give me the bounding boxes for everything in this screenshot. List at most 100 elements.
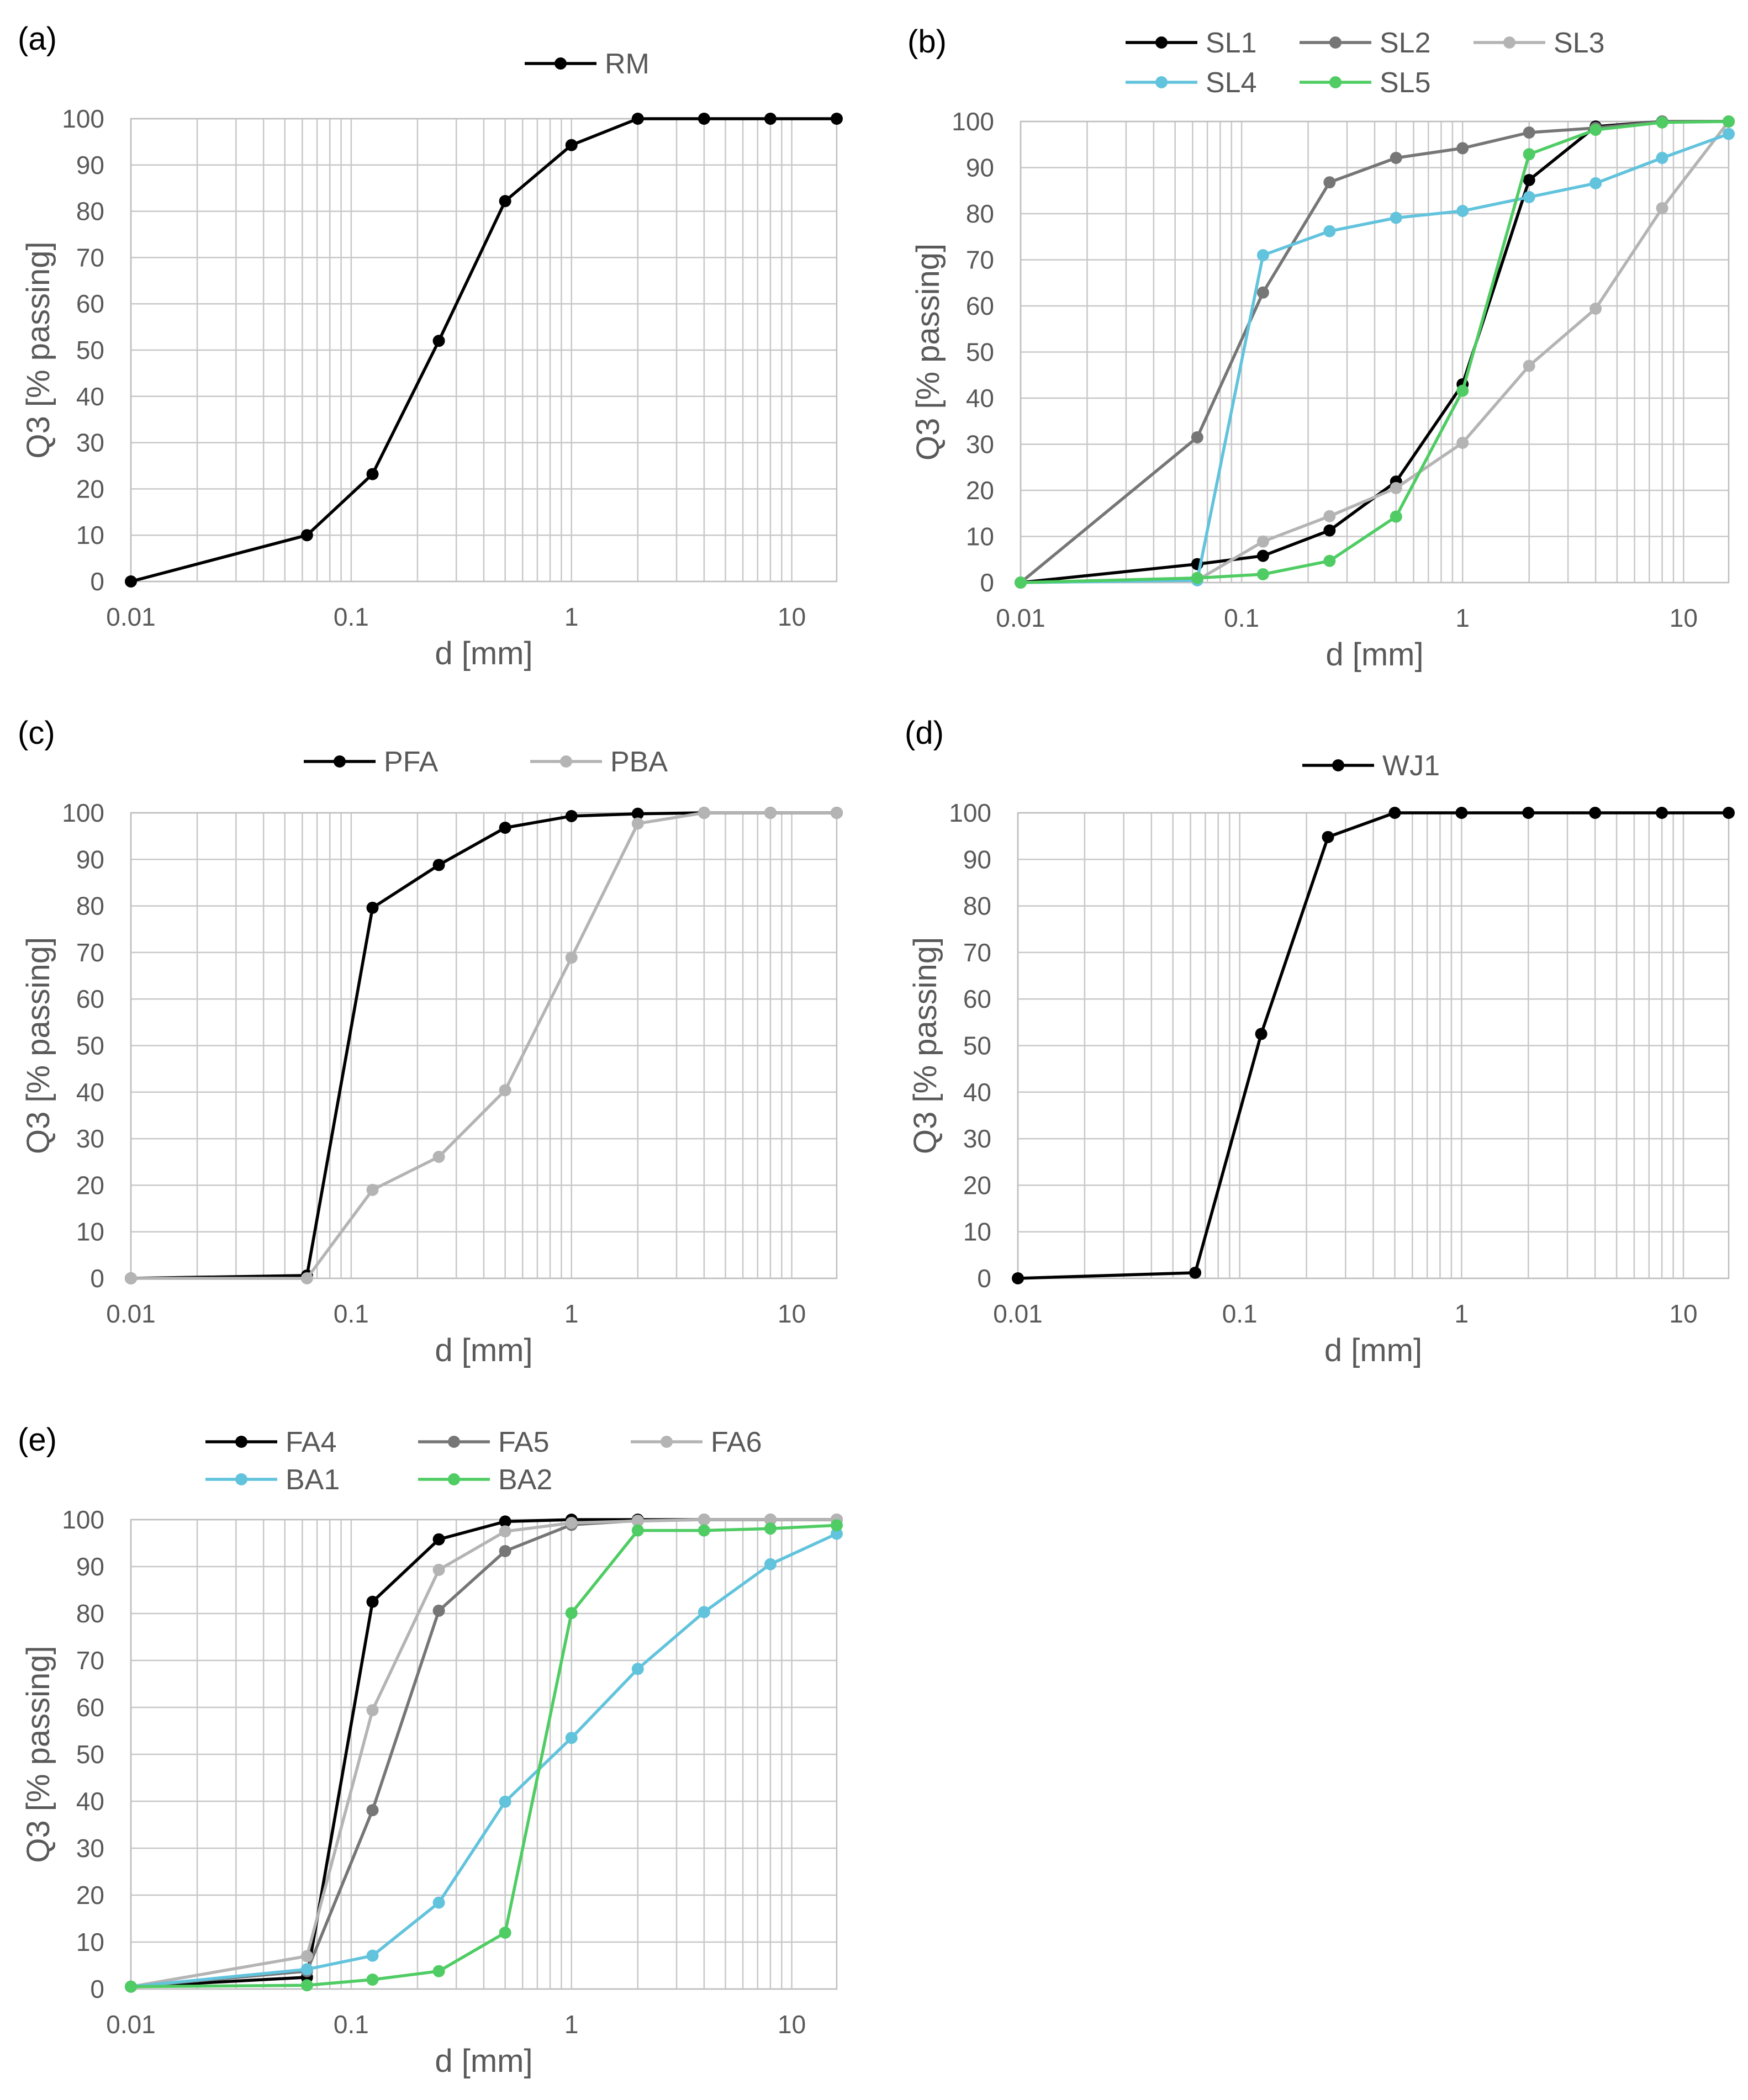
legend-entry-FA5: FA5 [418,1426,550,1458]
legend-marker [1155,36,1168,49]
y-tick-label: 100 [62,798,104,827]
data-point [764,1558,777,1570]
legend-marker [1329,76,1342,88]
y-tick-label: 10 [76,1218,104,1246]
x-axis-title: d [mm] [435,636,532,671]
y-tick-label: 30 [963,1124,991,1153]
data-point [1012,1272,1024,1284]
data-point [1256,286,1269,299]
panel-label: (e) [18,1422,57,1458]
x-tick-label: 0.01 [106,602,156,631]
data-point [1523,148,1535,161]
data-point [125,575,137,588]
y-tick-label: 20 [76,1171,104,1199]
data-point [1523,191,1535,203]
x-tick-label: 0.1 [334,2010,369,2039]
data-point [366,1183,379,1196]
legend-entry-RM: RM [525,48,649,80]
data-point [1322,831,1334,843]
legend-label: SL2 [1380,27,1431,59]
x-tick-label: 1 [564,2010,579,2039]
grid-lines [1020,120,1729,584]
legend-label: PFA [384,746,439,778]
legend-marker [661,1436,673,1448]
legend-entry-WJ1: WJ1 [1302,750,1440,782]
data-point [125,1980,137,1993]
data-point [499,195,511,208]
y-tick-label: 80 [76,1599,104,1628]
data-point [1723,807,1735,819]
y-tick-label: 20 [76,1881,104,1909]
y-tick-label: 100 [62,104,104,133]
y-tick-label: 40 [963,1078,991,1107]
x-axis-title: d [mm] [1325,637,1423,673]
x-tick-label: 10 [778,1299,806,1328]
data-point [300,1963,313,1976]
y-tick-label: 100 [62,1505,104,1534]
series-SL4 [1015,128,1735,589]
data-point [1255,1028,1268,1040]
series-PBA [125,807,843,1284]
y-tick-label: 50 [76,1032,104,1060]
data-point [1456,142,1469,155]
y-tick-label: 30 [76,1124,104,1153]
series-line [1020,120,1730,584]
y-tick-label: 90 [76,1552,104,1581]
y-tick-label: 0 [90,1975,104,2003]
data-point [366,468,379,480]
legend-label: FA4 [286,1426,337,1458]
y-tick-label: 70 [76,243,104,272]
y-tick-label: 70 [76,938,104,967]
data-point [300,1950,313,1963]
x-tick-label: 10 [778,602,806,631]
data-point [1388,807,1401,819]
panel-label: (a) [18,21,57,57]
legend-label: WJ1 [1382,750,1440,782]
series-SL5 [1015,115,1735,589]
y-tick-label: 30 [76,429,104,457]
legend-entry-SL2: SL2 [1300,27,1431,59]
legend-marker [1329,36,1342,49]
plot-frame [130,1519,838,1990]
legend-marker [1332,759,1344,771]
data-point [764,1514,777,1526]
data-point [631,1663,644,1675]
y-tick-label: 40 [76,382,104,411]
data-point [1191,572,1203,584]
data-point [1323,524,1336,537]
y-tick-label: 10 [966,522,994,551]
y-axis-title: Q3 [% passing] [20,1646,56,1863]
panel-label: (c) [18,715,55,751]
data-point [1256,568,1269,580]
data-point [1723,115,1735,128]
series-RM [125,113,843,588]
legend-label: BA1 [286,1464,340,1496]
data-point [432,1896,445,1909]
y-tick-label: 30 [76,1834,104,1863]
data-point [1323,225,1336,237]
legend-entry-FA6: FA6 [631,1426,762,1458]
x-tick-label: 10 [778,2010,806,2039]
data-point [631,817,644,830]
data-point [565,1607,578,1620]
y-tick-label: 30 [966,430,994,459]
x-axis-title: d [mm] [435,2043,532,2079]
grid-lines [1017,812,1729,1279]
y-tick-label: 10 [963,1218,991,1246]
data-point [366,901,379,914]
legend-entry-BA2: BA2 [418,1464,552,1496]
data-point [631,1515,644,1527]
legend-marker [560,755,572,768]
plot-frame [1017,812,1730,1279]
x-tick-label: 0.01 [996,604,1045,632]
y-tick-label: 80 [963,892,991,921]
y-axis-title: Q3 [% passing] [910,244,946,461]
chart-panel-a: (a) 0 10 20 30 40 50 60 70 80 90 100 0.01 0.1 1 10 d [mm… [18,21,843,671]
data-point [698,1524,710,1537]
legend-marker [1155,76,1168,88]
data-point [831,1527,843,1540]
y-tick-label: 70 [963,938,991,967]
x-tick-label: 10 [1669,1299,1697,1328]
data-point [698,113,710,125]
y-tick-label: 90 [76,845,104,874]
